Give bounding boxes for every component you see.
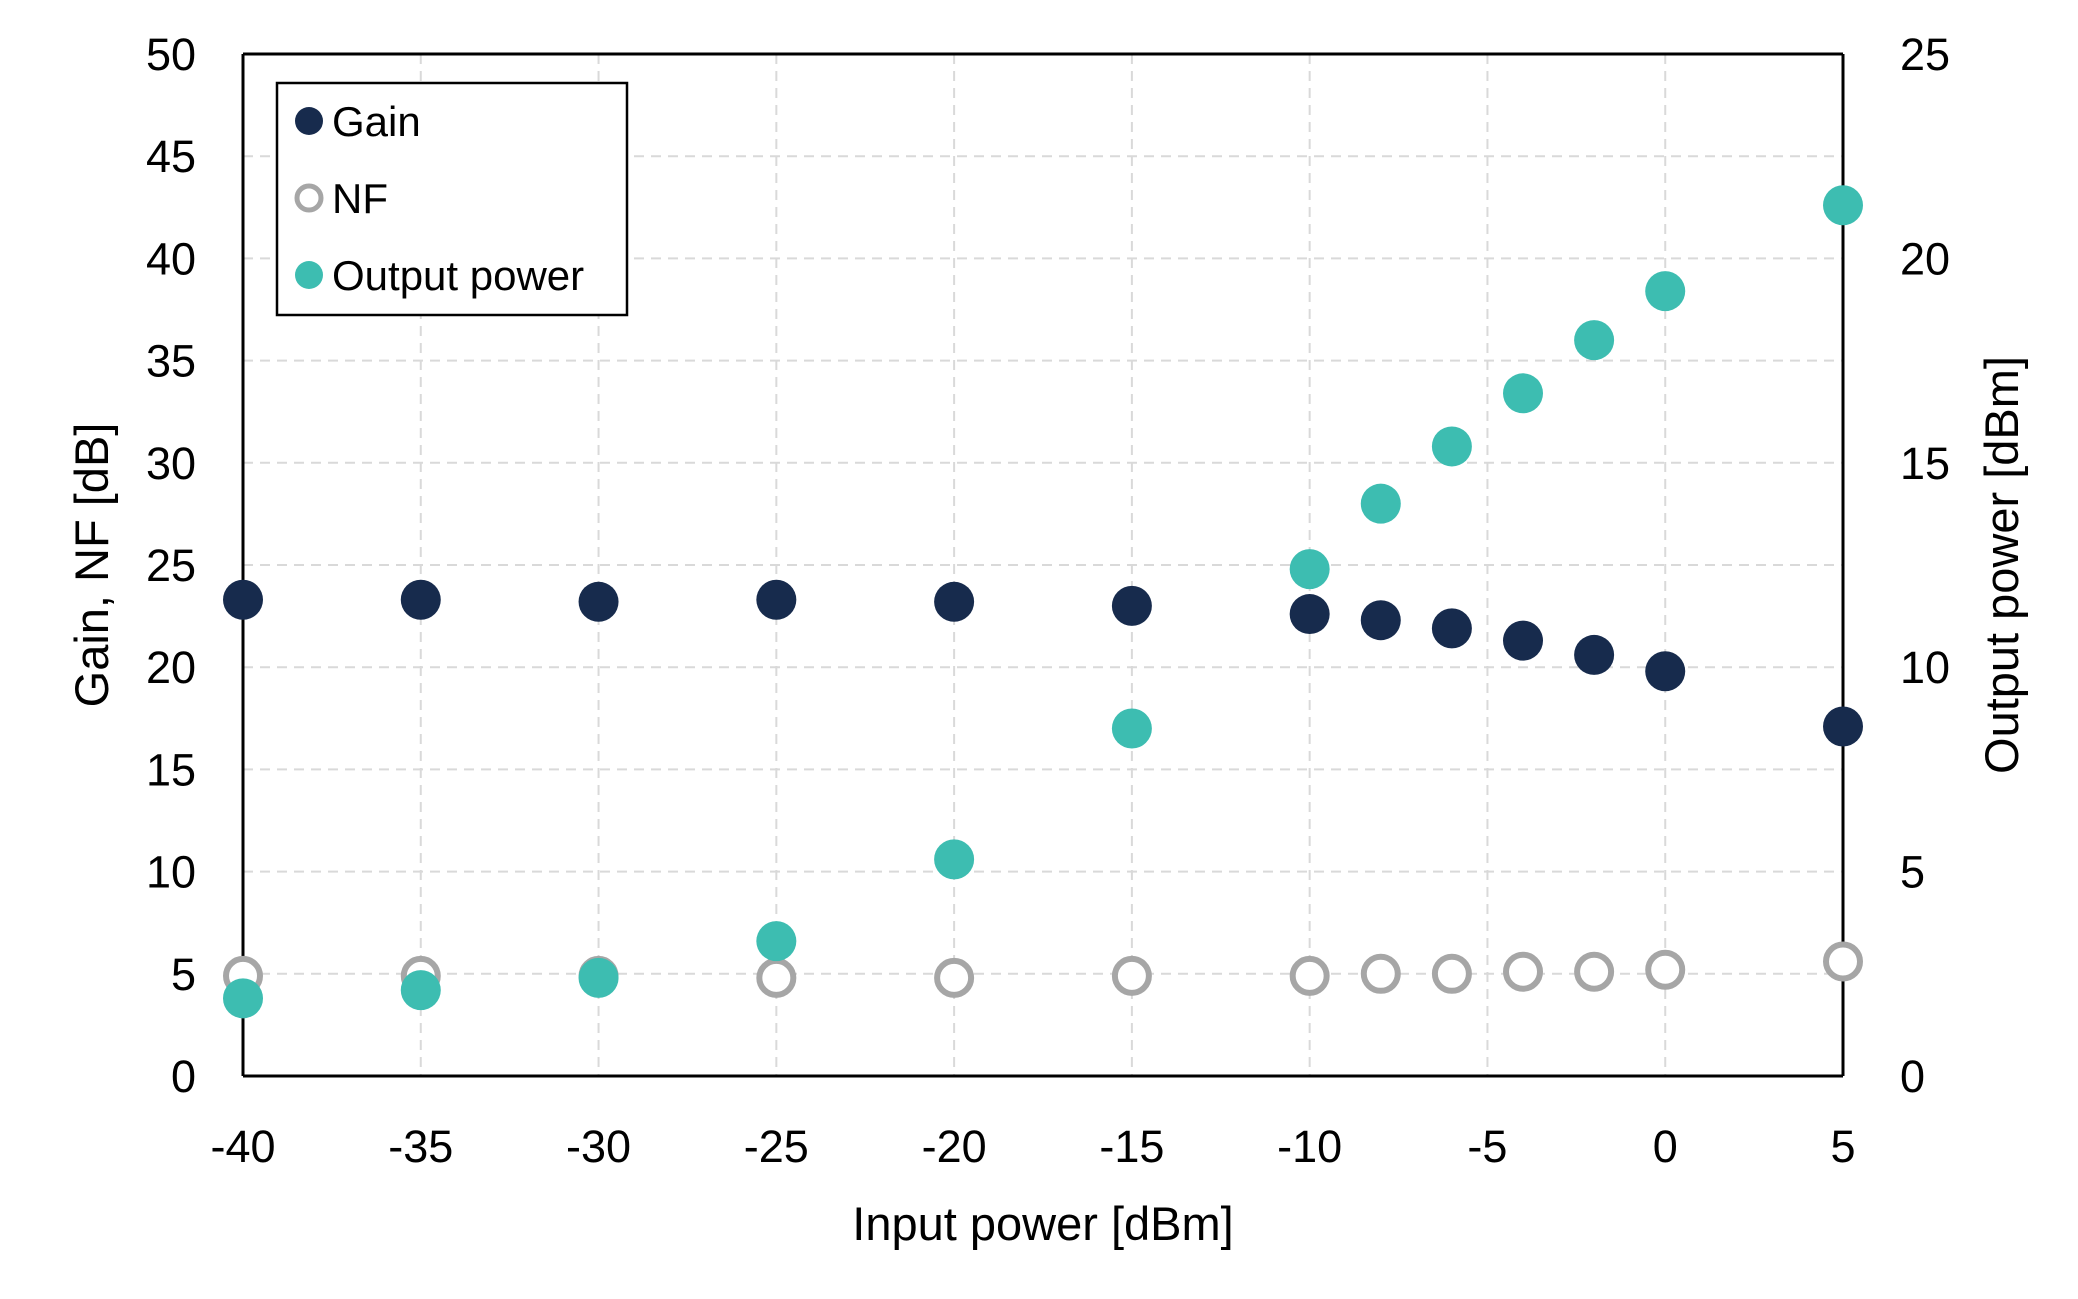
x-tick-label: 5 <box>1830 1121 1855 1172</box>
gain-point <box>934 581 975 622</box>
legend-nf-marker <box>294 183 324 213</box>
gain-point <box>578 581 619 622</box>
y2-tick-label: 5 <box>1900 847 1925 898</box>
y-tick-label: 10 <box>146 847 196 898</box>
x-tick-label: -30 <box>566 1121 631 1172</box>
y2-tick-label: 20 <box>1900 233 1950 284</box>
x-tick-label: -10 <box>1277 1121 1342 1172</box>
legend: Gain NF Output power <box>275 81 629 317</box>
y2-tick-label: 25 <box>1900 29 1950 80</box>
data-markers <box>223 185 1863 1019</box>
x-tick-label: -20 <box>922 1121 987 1172</box>
gain-point <box>1574 634 1615 675</box>
nf-point <box>1503 951 1543 992</box>
y2-axis-title: Output power [dBm] <box>1975 356 2028 774</box>
nf-point <box>1111 955 1152 996</box>
gain-point <box>400 579 441 620</box>
gain-point <box>756 579 797 620</box>
y2-tick-label: 10 <box>1900 642 1950 693</box>
nf-point <box>756 957 797 998</box>
nf-point <box>1645 949 1686 990</box>
y2-tick-label: 15 <box>1900 438 1950 489</box>
gain-point <box>1823 706 1863 747</box>
x-tick-label: -15 <box>1099 1121 1164 1172</box>
y-tick-label: 30 <box>146 438 196 489</box>
y-tick-label: 20 <box>146 642 196 693</box>
x-axis-title: Input power [dBm] <box>852 1197 1233 1250</box>
y2-tick-label: 0 <box>1900 1051 1925 1102</box>
output-power-point <box>1289 549 1330 590</box>
legend-nf-label: NF <box>332 175 388 222</box>
x-tick-label: -25 <box>744 1121 809 1172</box>
output-power-point <box>1360 483 1401 524</box>
gain-point <box>1289 594 1330 635</box>
nf-point <box>1289 955 1330 996</box>
nf-point <box>1823 941 1863 982</box>
output-power-point <box>1503 373 1543 414</box>
gain-point <box>1431 608 1472 649</box>
output-power-point <box>934 839 975 880</box>
gain-point <box>1645 651 1686 692</box>
y-tick-label: 0 <box>171 1051 196 1102</box>
output-power-point <box>223 978 263 1019</box>
legend-box <box>275 81 629 317</box>
gain-point <box>223 579 263 620</box>
x-tick-label: -40 <box>210 1121 275 1172</box>
nf-point <box>934 957 975 998</box>
output-power-point <box>1574 320 1615 361</box>
output-power-point <box>1111 708 1152 749</box>
y-tick-label: 35 <box>146 336 196 387</box>
grid-lines <box>243 54 1843 1076</box>
legend-gain-marker <box>295 107 323 135</box>
y-axis-title: Gain, NF [dB] <box>65 423 118 708</box>
y-tick-label: 15 <box>146 744 196 795</box>
x-tick-label: 0 <box>1653 1121 1678 1172</box>
y-tick-label: 40 <box>146 233 196 284</box>
output-power-point <box>1823 185 1863 226</box>
nf-point <box>1360 953 1401 994</box>
x-tick-label: -5 <box>1467 1121 1507 1172</box>
y-tick-label: 25 <box>146 540 196 591</box>
output-power-point <box>1645 271 1686 312</box>
gain-point <box>1111 585 1152 626</box>
output-power-point <box>578 957 619 998</box>
gain-point <box>1503 620 1543 661</box>
nf-point <box>1431 953 1472 994</box>
y-tick-label: 50 <box>146 29 196 80</box>
x-tick-label: -35 <box>388 1121 453 1172</box>
legend-output-power-marker <box>295 261 323 289</box>
output-power-point <box>756 921 797 962</box>
legend-gain-label: Gain <box>332 98 421 145</box>
output-power-point <box>1431 426 1472 467</box>
nf-point <box>1574 951 1615 992</box>
legend-output-power-label: Output power <box>332 252 584 299</box>
y-tick-label: 5 <box>171 949 196 1000</box>
gain-point <box>1360 600 1401 641</box>
y-tick-label: 45 <box>146 131 196 182</box>
output-power-point <box>400 970 441 1011</box>
